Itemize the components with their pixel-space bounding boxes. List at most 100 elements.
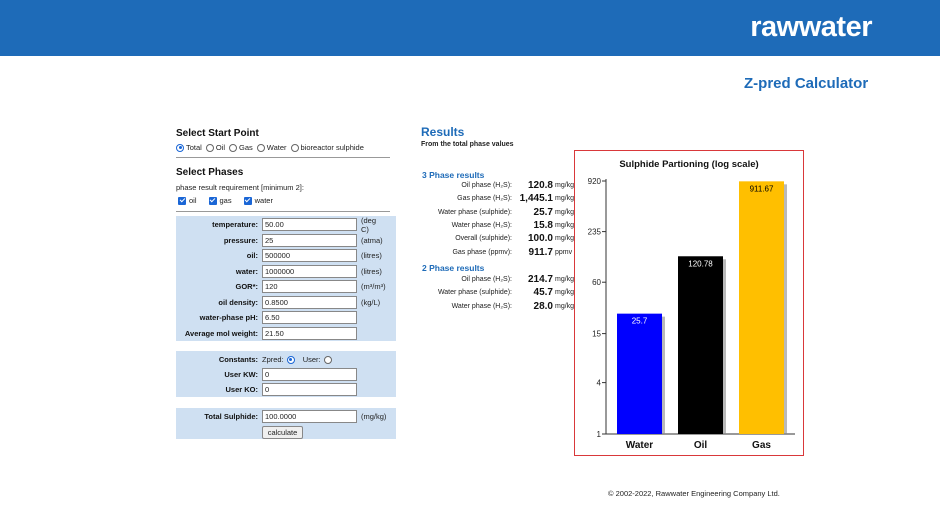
checkbox-water[interactable] — [243, 196, 252, 205]
radio-gas[interactable] — [229, 143, 238, 152]
x-category-label: Gas — [752, 440, 771, 451]
mol-weight-input[interactable]: 21.50 — [262, 326, 357, 340]
inputs-panel: temperature: 50.00 (deg C) pressure: 25 … — [176, 216, 396, 341]
result-unit: mg/kg — [555, 289, 575, 297]
result-value: 25.7 — [533, 206, 553, 218]
bar-value-label: 25.7 — [632, 317, 648, 326]
field-label: oil density: — [218, 297, 258, 307]
phase-requirement: phase result requirement [minimum 2]: — [176, 183, 304, 192]
field-label: User KW: — [224, 370, 258, 379]
field-label: water: — [235, 266, 258, 276]
start-option-total[interactable]: Total — [176, 143, 202, 152]
total-sulphide-input[interactable]: 100.0000 — [262, 410, 357, 423]
calculate-button[interactable]: calculate — [262, 426, 303, 439]
water-input[interactable]: 1000000 — [262, 264, 357, 278]
result-value: 100.0 — [527, 233, 553, 245]
result-value: 45.7 — [533, 287, 553, 299]
field-unit: (mg/kg) — [361, 412, 387, 421]
user-kw-input[interactable]: 0 — [262, 368, 357, 381]
temperature-input[interactable]: 50.00 — [262, 218, 357, 231]
user-ko-input[interactable]: 0 — [262, 383, 357, 396]
gor-input[interactable]: 120 — [262, 280, 357, 293]
pressure-input[interactable]: 25 — [262, 233, 357, 247]
y-tick-label: 60 — [592, 278, 601, 287]
result-label: Overall (sulphide): — [455, 235, 512, 243]
radio-oil[interactable] — [205, 143, 214, 152]
y-tick-label: 920 — [588, 177, 602, 186]
two-phase-title: 2 Phase results — [422, 263, 485, 273]
result-label: Water phase (sulphide): — [437, 289, 512, 297]
phase-check-gas[interactable]: gas — [208, 196, 232, 205]
result-unit: mg/kg — [555, 208, 575, 216]
sulphide-chart: Sulphide Partioning (log scale) 1 4 15 60 235… — [574, 150, 804, 456]
phase-checkboxes: oil gas water — [178, 196, 285, 205]
phase-check-oil[interactable]: oil — [178, 196, 197, 205]
result-value: 214.7 — [527, 274, 553, 285]
result-unit: mg/kg — [555, 276, 575, 283]
radio-water[interactable] — [256, 143, 265, 152]
field-unit: (deg C) — [361, 215, 377, 234]
phase-check-label: gas — [219, 196, 232, 205]
result-row: Water phase (sulphide): 25.7 mg/kg — [410, 207, 580, 220]
result-label: Water phase (H₂S): — [451, 302, 512, 310]
y-tick-label: 4 — [597, 379, 602, 388]
field-label: Total Sulphide: — [204, 412, 258, 421]
constants-panel: Constants: Zpred: User: User KW: 0 User … — [176, 351, 396, 397]
page-title: Z-pred Calculator — [744, 75, 869, 92]
bar-gas — [739, 181, 784, 434]
phase-check-label: oil — [189, 196, 197, 205]
field-label: pressure: — [223, 235, 258, 245]
bar-value-label: 911.67 — [750, 184, 774, 193]
results-subtitle: From the total phase values — [421, 141, 514, 148]
result-value: 120.8 — [527, 180, 553, 191]
result-label: Water phase (H₂S): — [451, 221, 512, 229]
result-label: Gas phase (H₂S): — [457, 195, 512, 203]
start-option-water[interactable]: Water — [256, 143, 287, 152]
radio-total[interactable] — [176, 143, 184, 152]
x-category-label: Oil — [694, 440, 708, 451]
start-option-label: Gas — [239, 143, 253, 152]
field-unit: (m³/m³) — [361, 282, 386, 291]
checkbox-gas[interactable] — [208, 196, 217, 205]
three-phase-title: 3 Phase results — [422, 170, 485, 180]
header-bar: rawwater — [0, 0, 940, 56]
result-unit: mg/kg — [555, 221, 575, 229]
field-unit: (litres) — [361, 251, 382, 260]
radio-bioreactor[interactable] — [290, 143, 299, 152]
result-value: 911.7 — [528, 246, 553, 258]
checkbox-oil[interactable] — [178, 196, 186, 205]
result-row: Oil phase (H₂S): 214.7 mg/kg — [410, 274, 580, 287]
field-unit: (litres) — [361, 266, 382, 276]
results-title: Results — [421, 125, 465, 139]
result-label: Oil phase (H₂S): — [461, 276, 512, 283]
radio-user[interactable] — [323, 355, 332, 364]
ph-input[interactable]: 6.50 — [262, 311, 357, 324]
brand-logo[interactable]: rawwater — [750, 11, 872, 43]
oil-density-input[interactable]: 0.8500 — [262, 295, 357, 309]
field-label: Average mol weight: — [184, 328, 258, 338]
result-row: Water phase (H₂S): 15.8 mg/kg — [410, 220, 580, 233]
start-option-label: bioreactor sulphide — [300, 143, 364, 152]
divider — [176, 211, 390, 212]
field-unit: (kg/L) — [361, 297, 381, 307]
result-unit: mg/kg — [555, 235, 575, 243]
radio-zpred[interactable] — [286, 355, 295, 364]
start-option-label: Water — [266, 143, 287, 152]
result-label: Oil phase (H₂S): — [461, 182, 512, 189]
x-category-label: Water — [626, 440, 654, 451]
result-row: Water phase (sulphide): 45.7 mg/kg — [410, 287, 580, 300]
start-option-label: Total — [186, 143, 202, 152]
start-option-gas[interactable]: Gas — [229, 143, 253, 152]
phase-check-label: water — [254, 196, 273, 205]
start-option-bioreactor[interactable]: bioreactor sulphide — [290, 143, 364, 152]
result-unit: mg/kg — [555, 195, 575, 203]
y-tick-label: 15 — [592, 330, 601, 339]
bar-water — [617, 313, 662, 434]
constants-options: Zpred: User: — [262, 355, 334, 364]
phases-title: Select Phases — [176, 167, 244, 178]
start-option-oil[interactable]: Oil — [205, 143, 225, 152]
oil-input[interactable]: 500000 — [262, 249, 357, 262]
y-tick-label: 1 — [597, 430, 602, 439]
field-label: water-phase pH: — [199, 313, 258, 322]
phase-check-water[interactable]: water — [243, 196, 273, 205]
